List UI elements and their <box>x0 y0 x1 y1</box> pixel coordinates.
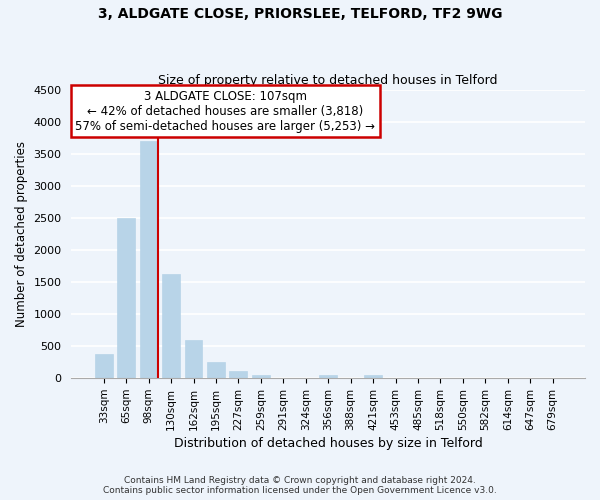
Text: 3 ALDGATE CLOSE: 107sqm
← 42% of detached houses are smaller (3,818)
57% of semi: 3 ALDGATE CLOSE: 107sqm ← 42% of detache… <box>76 90 376 132</box>
Bar <box>162 274 180 378</box>
Bar <box>364 375 382 378</box>
Bar <box>95 354 113 378</box>
Title: Size of property relative to detached houses in Telford: Size of property relative to detached ho… <box>158 74 498 87</box>
Bar <box>140 141 158 378</box>
Y-axis label: Number of detached properties: Number of detached properties <box>15 141 28 327</box>
Bar <box>117 218 135 378</box>
Bar <box>252 374 270 378</box>
Bar <box>185 340 202 378</box>
Text: 3, ALDGATE CLOSE, PRIORSLEE, TELFORD, TF2 9WG: 3, ALDGATE CLOSE, PRIORSLEE, TELFORD, TF… <box>98 8 502 22</box>
Text: Contains HM Land Registry data © Crown copyright and database right 2024.
Contai: Contains HM Land Registry data © Crown c… <box>103 476 497 495</box>
Bar <box>207 362 225 378</box>
X-axis label: Distribution of detached houses by size in Telford: Distribution of detached houses by size … <box>174 437 482 450</box>
Bar <box>229 372 247 378</box>
Bar <box>319 374 337 378</box>
